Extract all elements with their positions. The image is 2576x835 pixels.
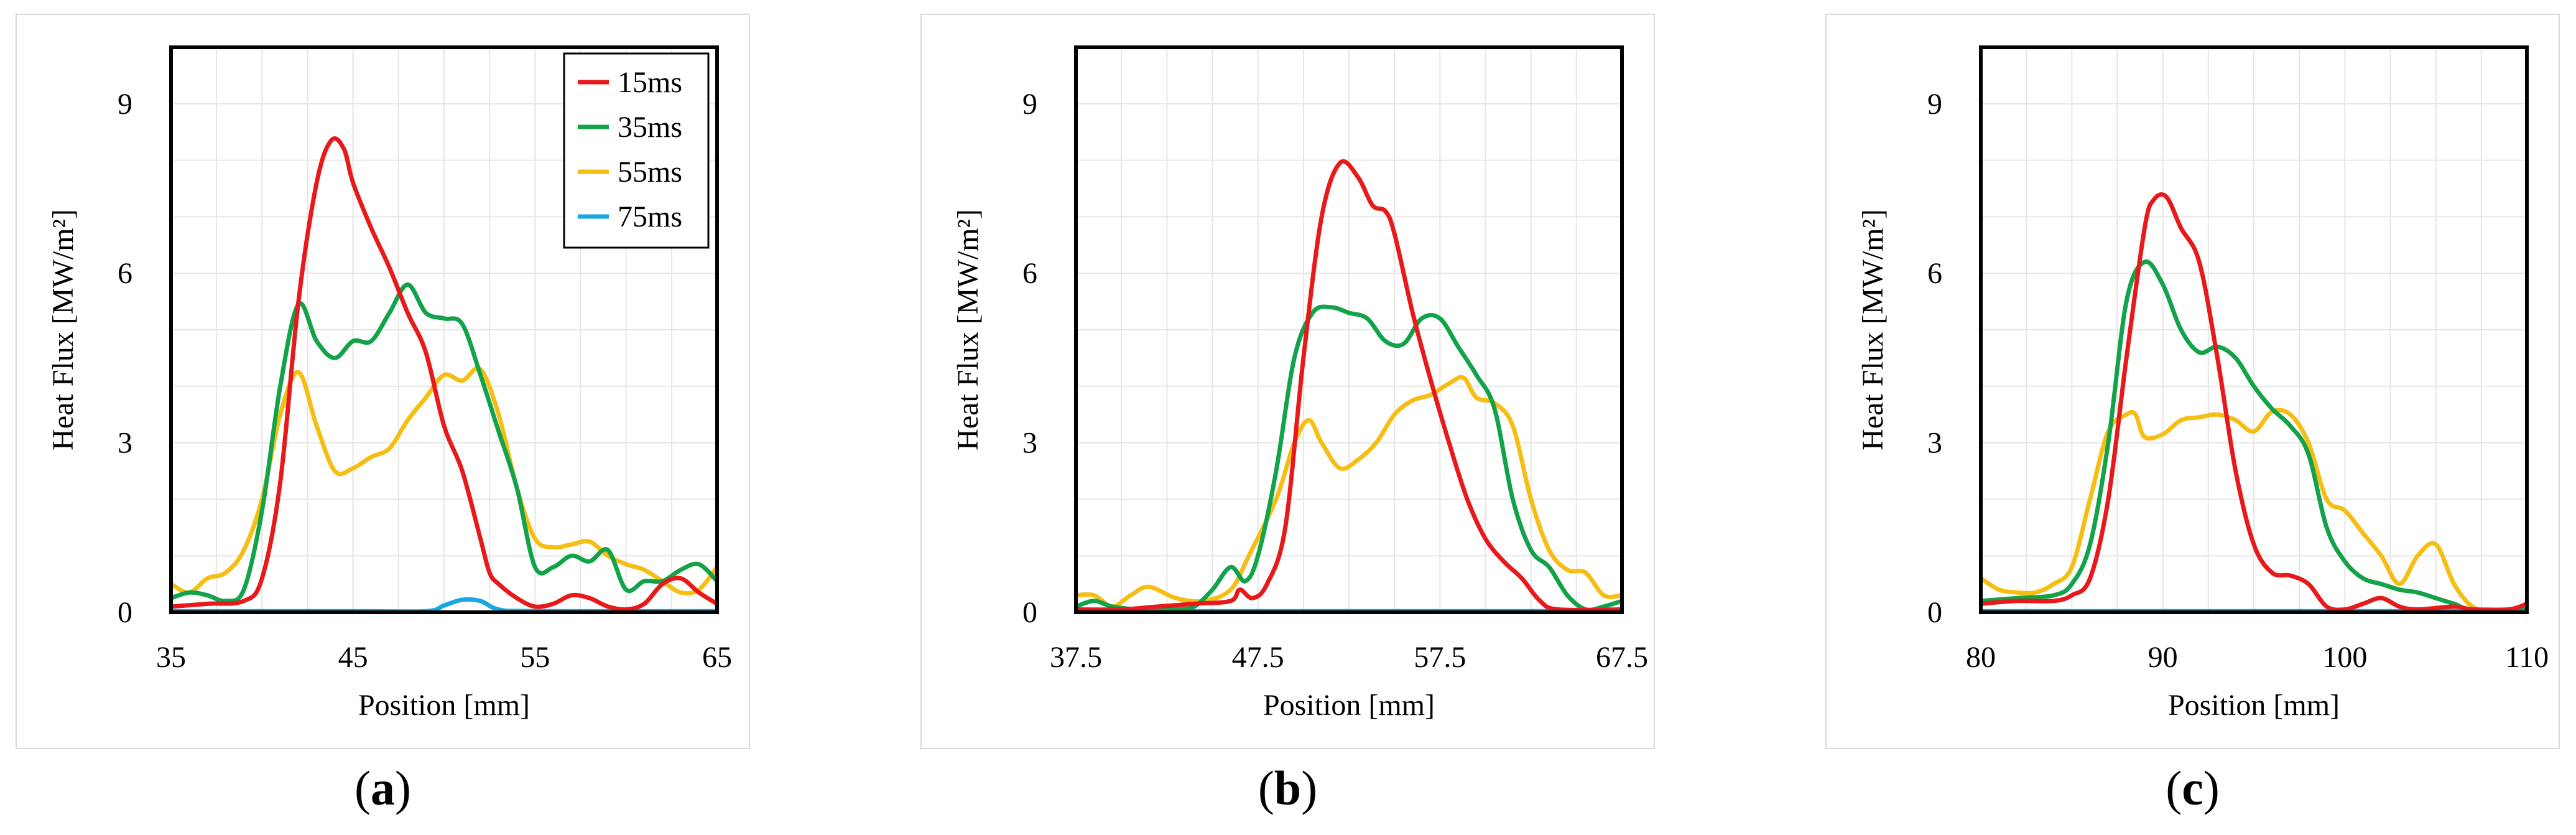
y-tick-label: 9 [1022, 88, 1037, 121]
x-tick-label: 55 [520, 641, 550, 674]
x-tick-label: 47.5 [1232, 641, 1284, 674]
y-axis-title: Heat Flux [MW/m²] [47, 209, 80, 450]
series-line-35ms [1981, 259, 2527, 612]
y-tick-label: 0 [1022, 596, 1037, 629]
legend-label-75ms: 75ms [618, 200, 682, 233]
x-axis-title: Position [mm] [1263, 689, 1435, 722]
caption-c: (c) [2166, 761, 2220, 815]
y-tick-label: 3 [1927, 427, 1942, 460]
y-axis-title: Heat Flux [MW/m²] [952, 209, 985, 450]
x-tick-label: 67.5 [1596, 641, 1648, 674]
y-tick-label: 0 [1927, 596, 1942, 629]
chart-panel-a: 0 3 6 9 35 45 55 65 Position [mm] Heat Flux [MW/m… [16, 14, 750, 749]
x-tick-label: 80 [1966, 641, 1996, 674]
series-line-15ms [171, 136, 717, 612]
y-tick-label: 6 [1927, 257, 1942, 290]
y-axis-title: Heat Flux [MW/m²] [1856, 209, 1889, 450]
legend: 15ms 35ms 55ms 75ms [563, 52, 710, 249]
x-axis-title: Position [mm] [358, 689, 530, 722]
caption-b-letter: b [1274, 761, 1302, 815]
series-line-55ms [1076, 375, 1622, 609]
x-tick-label: 37.5 [1050, 641, 1102, 674]
y-tick-label: 3 [118, 427, 132, 460]
legend-label-35ms: 35ms [618, 111, 682, 144]
y-tick-label: 0 [118, 596, 132, 629]
caption-a-letter: a [371, 761, 395, 815]
caption-b: (b) [1258, 761, 1318, 815]
series-line-15ms [1076, 159, 1622, 612]
plot-frame-c [1979, 45, 2529, 614]
caption-c-letter: c [2182, 761, 2203, 815]
plot-frame-a [169, 45, 719, 614]
x-tick-label: 110 [2505, 641, 2549, 674]
y-tick-label: 3 [1022, 427, 1037, 460]
chart-c-svg: 0 3 6 9 80 90 100 110 Position [mm] Heat Flux [MW… [1856, 45, 2549, 722]
chart-b-svg: 0 3 6 9 37.5 47.5 57.5 67.5 Position [mm] Heat Fl… [952, 45, 1648, 722]
x-tick-label: 57.5 [1414, 641, 1466, 674]
y-tick-label: 6 [118, 257, 132, 290]
x-axis-title: Position [mm] [2168, 689, 2340, 722]
y-tick-label: 6 [1022, 257, 1037, 290]
x-tick-label: 100 [2322, 641, 2367, 674]
x-tick-label: 90 [2148, 641, 2178, 674]
series-line-35ms [171, 282, 717, 604]
x-tick-label: 65 [702, 641, 732, 674]
chart-panel-b: 0 3 6 9 37.5 47.5 57.5 67.5 Position [mm] Heat Fl… [920, 14, 1655, 749]
chart-a-svg: 0 3 6 9 35 45 55 65 Position [mm] Heat Flux [MW/m… [47, 45, 732, 722]
grid-c [1981, 47, 2527, 612]
legend-label-15ms: 15ms [618, 66, 682, 99]
plot-frame-b [1074, 45, 1624, 614]
series-line-15ms [1981, 192, 2527, 612]
caption-a: (a) [354, 761, 411, 815]
x-tick-label: 35 [156, 641, 186, 674]
chart-panel-c: 0 3 6 9 80 90 100 110 Position [mm] Heat Flux [MW… [1825, 14, 2560, 749]
x-tick-label: 45 [338, 641, 368, 674]
legend-label-55ms: 55ms [618, 156, 682, 189]
y-tick-label: 9 [118, 88, 132, 121]
y-tick-label: 9 [1927, 88, 1942, 121]
grid-b [1076, 47, 1622, 612]
series-line-55ms [1981, 408, 2527, 612]
